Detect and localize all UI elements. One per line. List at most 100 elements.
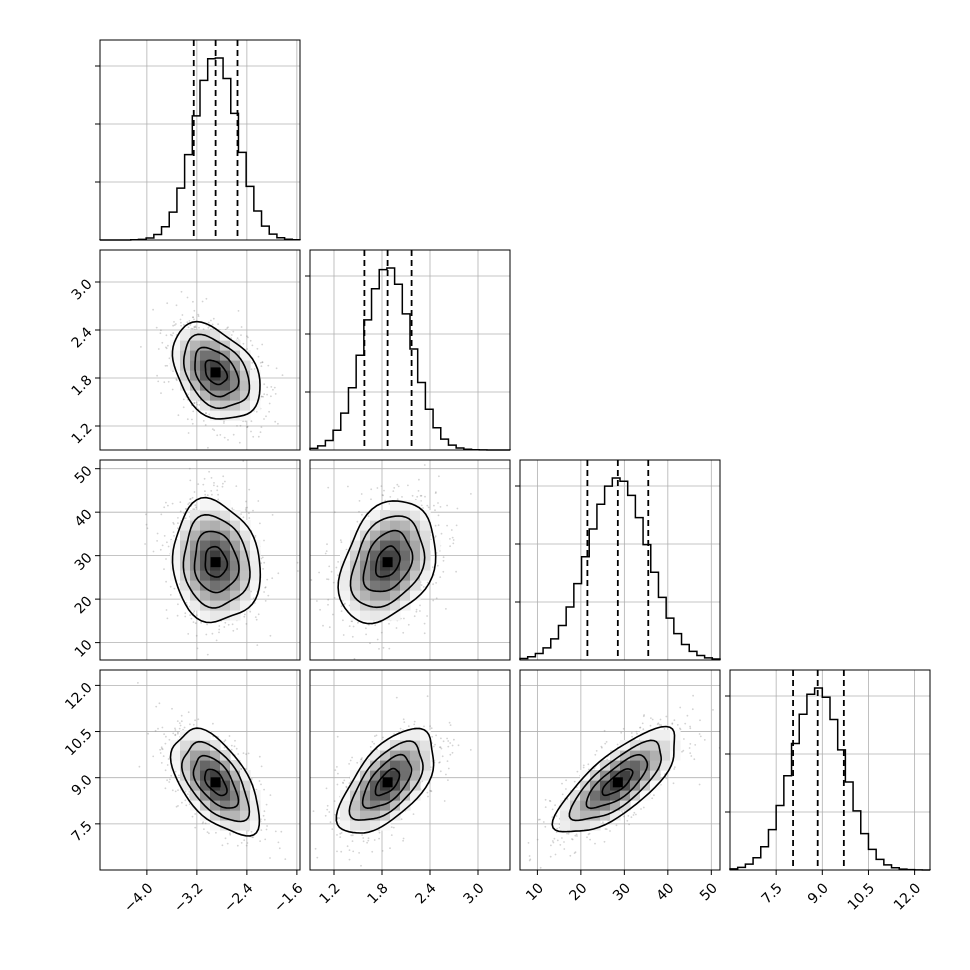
scatter-point <box>360 864 362 867</box>
scatter-point <box>352 850 355 853</box>
density-cell <box>190 510 201 521</box>
scatter-point <box>427 795 429 798</box>
scatter-point <box>264 586 267 588</box>
scatter-point <box>174 729 177 731</box>
scatter-point <box>348 763 350 765</box>
scatter-point <box>358 852 360 854</box>
scatter-point <box>152 550 155 553</box>
scatter-point <box>259 522 261 525</box>
scatter-point <box>205 633 208 636</box>
scatter-point <box>343 603 346 606</box>
scatter-point <box>447 740 450 742</box>
density-cell <box>230 810 241 821</box>
scatter-point <box>326 804 329 807</box>
scatter-point <box>147 732 150 735</box>
histogram-steps <box>309 267 511 451</box>
density-cell <box>390 520 401 531</box>
scatter-point <box>193 326 196 329</box>
scatter-point <box>229 832 231 835</box>
scatter-point <box>244 613 246 616</box>
density-cell <box>210 540 221 551</box>
scatter-point <box>246 348 249 350</box>
scatter-point <box>424 495 426 498</box>
density-cell <box>400 740 411 751</box>
density-cell <box>220 610 231 621</box>
scatter-point <box>264 586 267 589</box>
scatter-point <box>174 733 177 736</box>
scatter-point <box>395 627 398 629</box>
scatter-point <box>246 426 248 429</box>
scatter-point <box>185 601 188 604</box>
scatter-point <box>250 368 253 371</box>
scatter-point <box>435 582 437 584</box>
scatter-point <box>343 779 346 782</box>
density-cell <box>230 790 241 801</box>
density-cell <box>390 500 401 511</box>
scatter-point <box>274 420 277 423</box>
density-cell <box>190 540 201 551</box>
scatter-point <box>451 536 454 539</box>
scatter-point <box>270 395 272 398</box>
scatter-point <box>375 734 378 737</box>
scatter-point <box>257 500 260 502</box>
scatter-point <box>376 638 379 641</box>
scatter-point <box>262 395 264 398</box>
scatter-point <box>210 328 212 330</box>
density-cell <box>380 570 391 581</box>
scatter-point <box>230 334 233 336</box>
hist-panel-3 <box>515 459 721 661</box>
density-cell <box>200 500 211 511</box>
scatter-point <box>165 347 168 350</box>
density-cell <box>210 330 221 341</box>
scatter-point <box>259 840 261 842</box>
scatter-point <box>263 418 265 420</box>
scatter-point <box>448 721 451 724</box>
scatter-point <box>188 791 191 793</box>
density-cell <box>390 560 401 571</box>
scatter-point <box>177 517 179 519</box>
scatter-point <box>260 783 262 786</box>
scatter-point <box>407 484 409 487</box>
density-cell <box>390 530 401 541</box>
density-cell <box>190 600 201 611</box>
density-cell <box>350 590 361 601</box>
scatter-point <box>179 724 182 727</box>
scatter-point <box>223 746 226 749</box>
scatter-point <box>351 840 354 842</box>
scatter-point <box>192 300 194 303</box>
density-cell <box>170 750 181 761</box>
panel-frame <box>309 249 511 451</box>
scatter-point <box>240 842 243 844</box>
scatter-point <box>236 337 239 340</box>
scatter-point <box>215 831 217 834</box>
density-cell <box>250 550 261 561</box>
scatter-point <box>194 622 197 625</box>
scatter-point <box>455 524 458 527</box>
scatter-point <box>192 508 195 510</box>
scatter-point <box>201 300 204 303</box>
scatter-point <box>263 591 265 593</box>
density-cell <box>360 520 371 531</box>
density-cell <box>190 370 201 381</box>
scatter-point <box>327 598 330 601</box>
scatter-point <box>446 760 449 762</box>
density-cell <box>390 800 401 811</box>
scatter-point <box>144 543 147 545</box>
scatter-point <box>435 734 437 737</box>
density-cell <box>360 760 371 771</box>
scatter-point <box>195 634 198 637</box>
density-cell <box>220 520 231 531</box>
scatter-point <box>224 837 227 840</box>
scatter-point <box>173 523 175 525</box>
scatter-point <box>205 412 207 414</box>
density-cell <box>240 580 251 591</box>
scatter-point <box>402 718 405 721</box>
scatter-point <box>356 520 359 523</box>
scatter-point <box>193 491 196 493</box>
density-cell <box>380 540 391 551</box>
scatter-point <box>335 566 338 569</box>
scatter-point <box>160 513 163 516</box>
scatter-point <box>269 794 272 796</box>
density-cell <box>370 780 381 791</box>
scatter-point <box>155 326 158 329</box>
